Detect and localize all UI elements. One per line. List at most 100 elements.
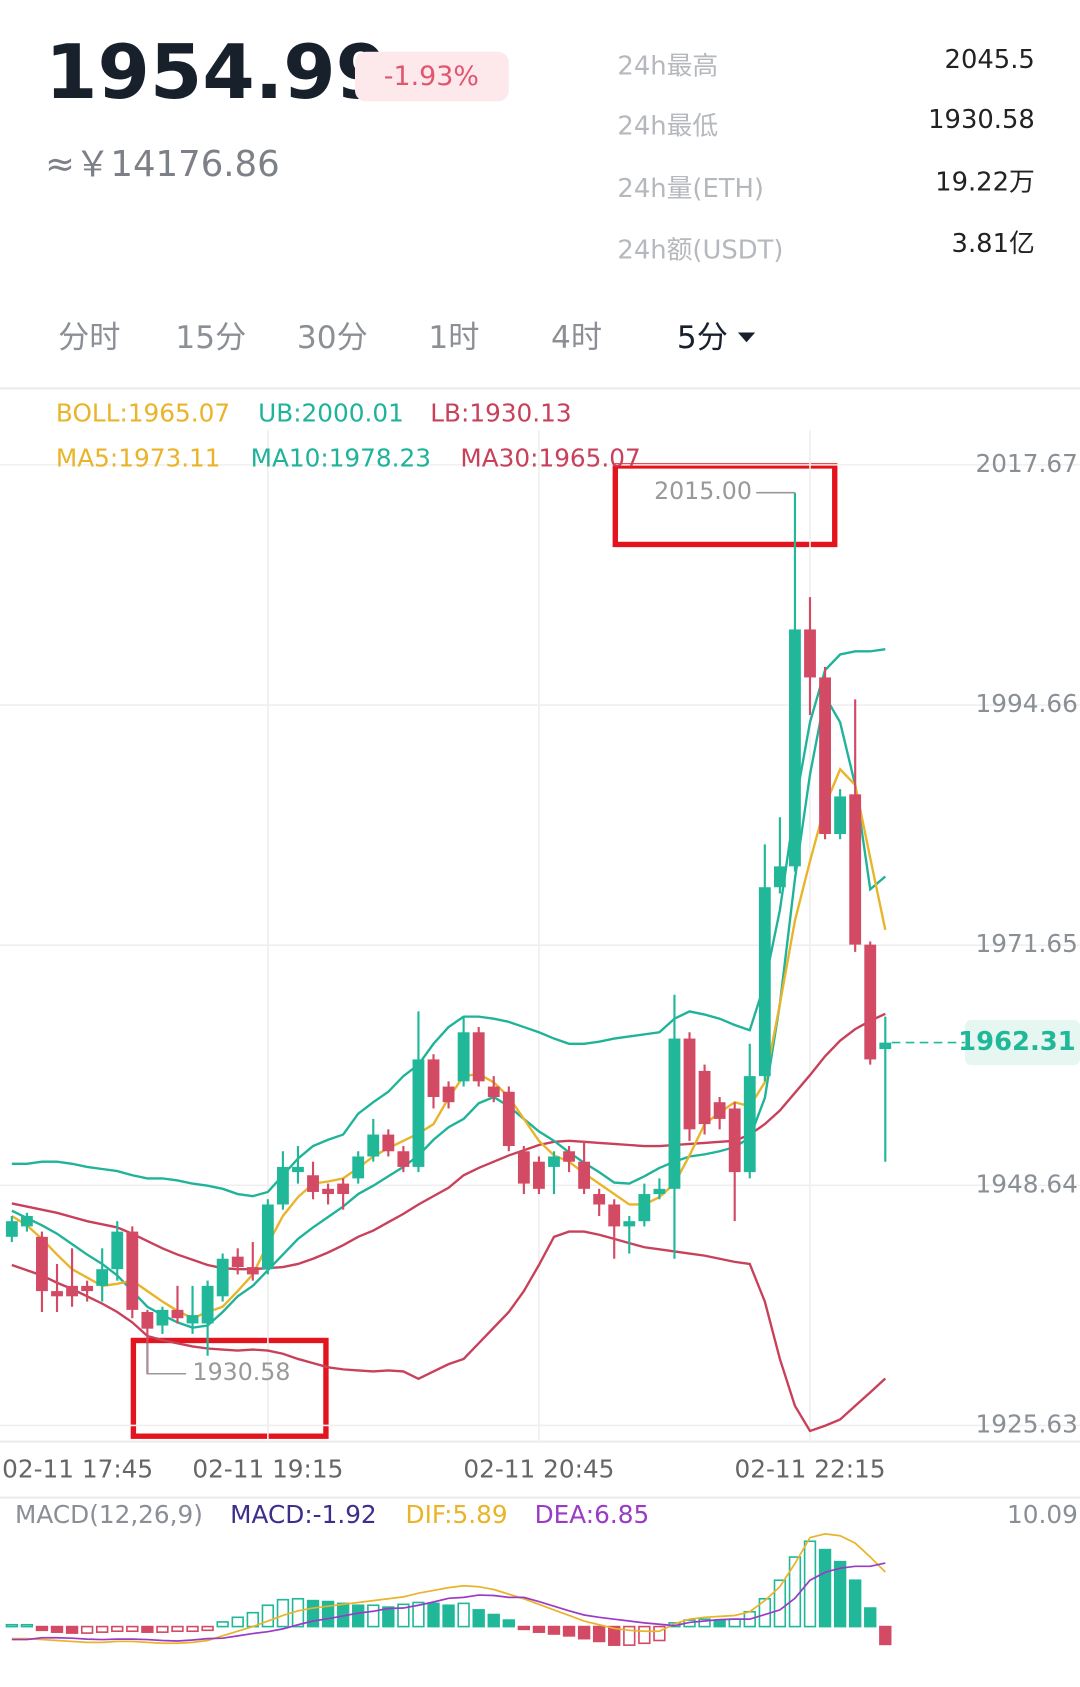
macd-bar [502, 1619, 515, 1628]
macd-bar [367, 1604, 380, 1628]
stat-label: 24h最低 [617, 112, 718, 142]
candle-body [804, 629, 816, 678]
min-marker-label: 1930.58 [193, 1358, 291, 1386]
dropdown-arrow[interactable] [737, 332, 756, 343]
macd-bar [803, 1540, 817, 1628]
indicator-line [11, 1532, 886, 1645]
change-badge [354, 51, 509, 102]
macd-bar [306, 1599, 320, 1628]
macd-bar [532, 1625, 546, 1633]
macd-bar [638, 1625, 651, 1645]
y-tick-label: 1948.64 [976, 1169, 1078, 1198]
candle-body [442, 1086, 455, 1103]
candle-body [111, 1231, 124, 1270]
candle-body [502, 1091, 515, 1147]
macd-bar [126, 1625, 139, 1633]
candle-body [533, 1161, 545, 1189]
candle-body [337, 1183, 350, 1195]
candle-body [246, 1267, 259, 1275]
candle-body [307, 1175, 319, 1192]
macd-bar [653, 1625, 666, 1642]
macd-bar [35, 1625, 49, 1632]
macd-bar [457, 1602, 470, 1628]
macd-bar [50, 1625, 64, 1633]
candle-body [487, 1086, 500, 1097]
candle-body [864, 944, 877, 1060]
macd-bar [577, 1625, 591, 1640]
macd-bar [864, 1607, 877, 1628]
candle-body [36, 1236, 48, 1292]
macd-bar [728, 1618, 741, 1628]
period-tab[interactable]: 1时 [428, 320, 479, 356]
macd-bar [427, 1602, 440, 1628]
candle-body [20, 1215, 33, 1227]
macd-bar [773, 1579, 787, 1628]
candle-body [743, 1076, 756, 1173]
macd-bar [80, 1625, 94, 1634]
candle-body [5, 1221, 18, 1237]
macd-bar [713, 1619, 726, 1628]
macd-bar [261, 1604, 275, 1628]
macd-bar [156, 1625, 169, 1633]
candle-body [367, 1134, 380, 1157]
macd-bar [111, 1625, 124, 1633]
y-tick-label: 1971.65 [976, 929, 1078, 958]
macd-bar [141, 1625, 154, 1633]
stat-label: 24h额(USDT) [617, 235, 783, 265]
macd-bar [231, 1616, 244, 1628]
indicator-legend: BOLL:1965.07 [56, 398, 230, 427]
macd-bar [517, 1625, 531, 1631]
candle-body [698, 1070, 711, 1125]
period-tab[interactable]: 4时 [551, 320, 602, 356]
candle-body [186, 1315, 199, 1324]
candle-body [668, 1038, 681, 1189]
macd-bar [472, 1609, 485, 1628]
y-tick-label: 2017.67 [976, 449, 1078, 478]
macd-bar [96, 1625, 109, 1633]
period-tab[interactable]: 5分 [677, 320, 728, 356]
period-tab[interactable]: 15分 [175, 320, 246, 356]
macd-bar [412, 1601, 425, 1628]
macd-bar [608, 1625, 621, 1646]
macd-bar [442, 1604, 455, 1628]
candle-body [834, 796, 847, 834]
last-price: 1954.99 [45, 28, 388, 116]
candle-body [608, 1204, 621, 1227]
x-tick-label: 02-11 19:15 [192, 1455, 343, 1484]
stat-value: 19.22万 [935, 168, 1035, 198]
candle-body [81, 1285, 94, 1292]
macd-bar [65, 1625, 79, 1634]
macd-bar [592, 1625, 606, 1643]
candle-body [231, 1256, 244, 1268]
candle-body [849, 794, 862, 945]
y-tick-label: 10.09 [1007, 1500, 1078, 1529]
current-price-label: 1962.31 [958, 1027, 1076, 1057]
indicator-line [11, 1562, 886, 1642]
candle-body [96, 1269, 109, 1286]
macd-legend: MACD:-1.92 [230, 1500, 376, 1529]
candle-body [758, 887, 771, 1077]
stat-label: 24h量(ETH) [617, 174, 764, 204]
candle-body [548, 1156, 560, 1167]
indicator-legend: LB:1930.13 [430, 398, 571, 427]
max-marker-label: 2015.00 [654, 477, 752, 505]
stat-value: 1930.58 [928, 105, 1035, 135]
candle-body [593, 1194, 606, 1205]
candle-body [66, 1285, 78, 1297]
macd-bar [547, 1625, 561, 1635]
indicator-line [11, 1230, 887, 1433]
y-tick-label: 1925.63 [976, 1409, 1078, 1438]
candle-body [638, 1194, 651, 1222]
candle-body [789, 629, 801, 867]
period-tab[interactable]: 30分 [297, 320, 368, 356]
period-tab[interactable]: 分时 [58, 320, 120, 356]
macd-bar [623, 1625, 636, 1646]
candle-body [578, 1161, 591, 1189]
candle-body [216, 1258, 229, 1297]
candle-body [623, 1221, 636, 1227]
macd-bar [321, 1600, 335, 1628]
macd-legend: DEA:6.85 [535, 1500, 650, 1529]
candle-body [563, 1151, 575, 1162]
candle-body [397, 1151, 410, 1167]
